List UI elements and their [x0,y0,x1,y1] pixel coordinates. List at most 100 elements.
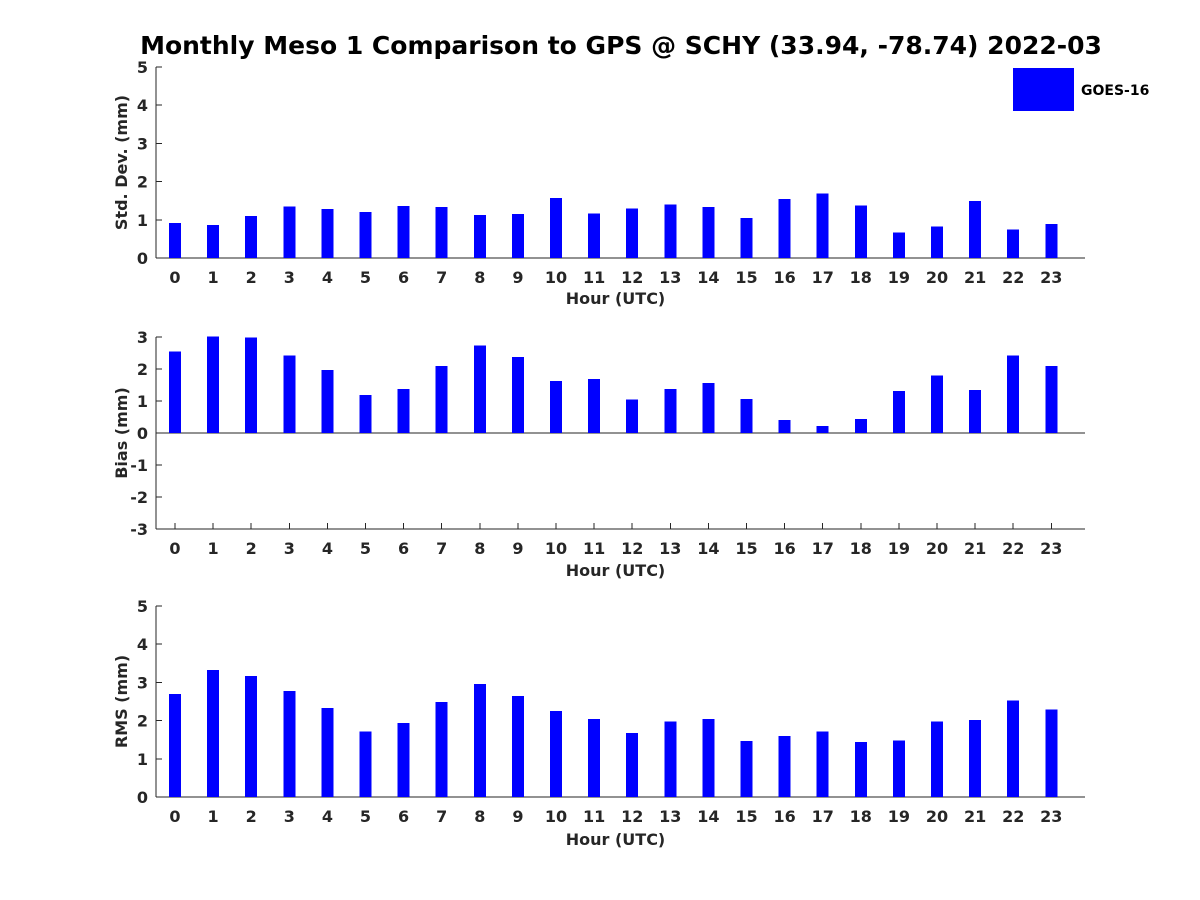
bar [245,675,258,797]
y-tick-label: -2 [130,488,148,507]
bar [245,215,258,258]
x-tick-label: 1 [208,807,219,826]
x-tick-label: 6 [398,268,409,287]
bar [359,212,372,258]
y-tick-label: 3 [137,673,148,692]
bar [664,204,677,258]
x-tick-label: 20 [926,268,948,287]
bar [740,399,753,433]
y-tick-label: -1 [130,456,148,475]
bar [169,351,181,433]
bar [854,418,867,433]
x-tick-label: 2 [246,807,257,826]
x-tick-label: 16 [773,539,795,558]
x-tick-label: 18 [850,807,872,826]
x-tick-label: 13 [659,268,681,287]
x-tick-label: 5 [360,807,371,826]
y-tick-label: -3 [130,520,148,539]
x-tick-label: 13 [659,807,681,826]
bar [169,222,181,258]
x-tick-label: 14 [697,268,719,287]
y-tick-label: 0 [137,249,148,268]
bar [1045,365,1058,433]
bar [473,683,486,797]
y-tick-label: 0 [137,424,148,443]
bar [740,217,753,258]
x-tick-label: 3 [284,539,295,558]
x-tick-label: 15 [735,268,757,287]
bar [283,355,296,433]
bar [397,722,410,797]
x-tick-label: 18 [850,539,872,558]
chart-title: Monthly Meso 1 Comparison to GPS @ SCHY … [140,31,1102,60]
bar [778,735,791,797]
bar [245,337,258,433]
bar [1045,709,1058,797]
bar [854,205,867,258]
x-tick-label: 1 [208,539,219,558]
bar [207,336,220,433]
bar [435,207,448,258]
x-tick-label: 0 [169,539,180,558]
x-tick-label: 3 [284,807,295,826]
bar [588,213,601,258]
legend: GOES-16 [1013,68,1149,111]
legend-swatch [1013,68,1074,111]
x-tick-label: 9 [512,539,523,558]
bar [511,214,524,258]
bar [969,719,982,797]
bar [207,669,220,797]
y-axis-label: RMS (mm) [112,655,131,748]
x-tick-label: 7 [436,268,447,287]
bar [969,389,982,433]
x-tick-label: 22 [1002,539,1024,558]
x-tick-label: 4 [322,539,333,558]
x-tick-label: 18 [850,268,872,287]
x-tick-label: 23 [1040,268,1062,287]
y-tick-label: 0 [137,788,148,807]
x-tick-label: 21 [964,268,986,287]
legend-label: GOES-16 [1081,83,1149,99]
x-tick-label: 2 [246,539,257,558]
bar [702,719,715,797]
x-tick-label: 11 [583,268,605,287]
bar [550,711,562,797]
x-tick-label: 2 [246,268,257,287]
y-axis-label: Bias (mm) [112,387,131,479]
x-tick-label: 12 [621,807,643,826]
bar [1045,224,1058,258]
x-tick-label: 13 [659,539,681,558]
x-tick-label: 7 [436,807,447,826]
x-tick-label: 4 [322,807,333,826]
bar [321,707,334,797]
x-tick-label: 10 [545,268,567,287]
bar [588,719,601,797]
x-tick-label: 21 [964,539,986,558]
y-tick-label: 5 [137,58,148,77]
bar [1007,355,1020,433]
bar [702,207,715,258]
bar [816,425,829,433]
bar [321,369,334,433]
x-tick-label: 11 [583,539,605,558]
x-tick-label: 23 [1040,807,1062,826]
y-tick-label: 4 [137,96,148,115]
x-tick-label: 8 [474,807,485,826]
bar [626,399,639,433]
x-tick-label: 17 [812,268,834,287]
y-tick-label: 3 [137,134,148,153]
x-tick-label: 17 [812,539,834,558]
bar [664,721,677,797]
bar [473,345,486,433]
x-tick-label: 6 [398,807,409,826]
bar [778,199,791,258]
bar [664,388,677,433]
bar [473,215,486,258]
x-tick-label: 1 [208,268,219,287]
x-tick-label: 23 [1040,539,1062,558]
x-tick-label: 5 [360,268,371,287]
x-tick-label: 9 [512,268,523,287]
